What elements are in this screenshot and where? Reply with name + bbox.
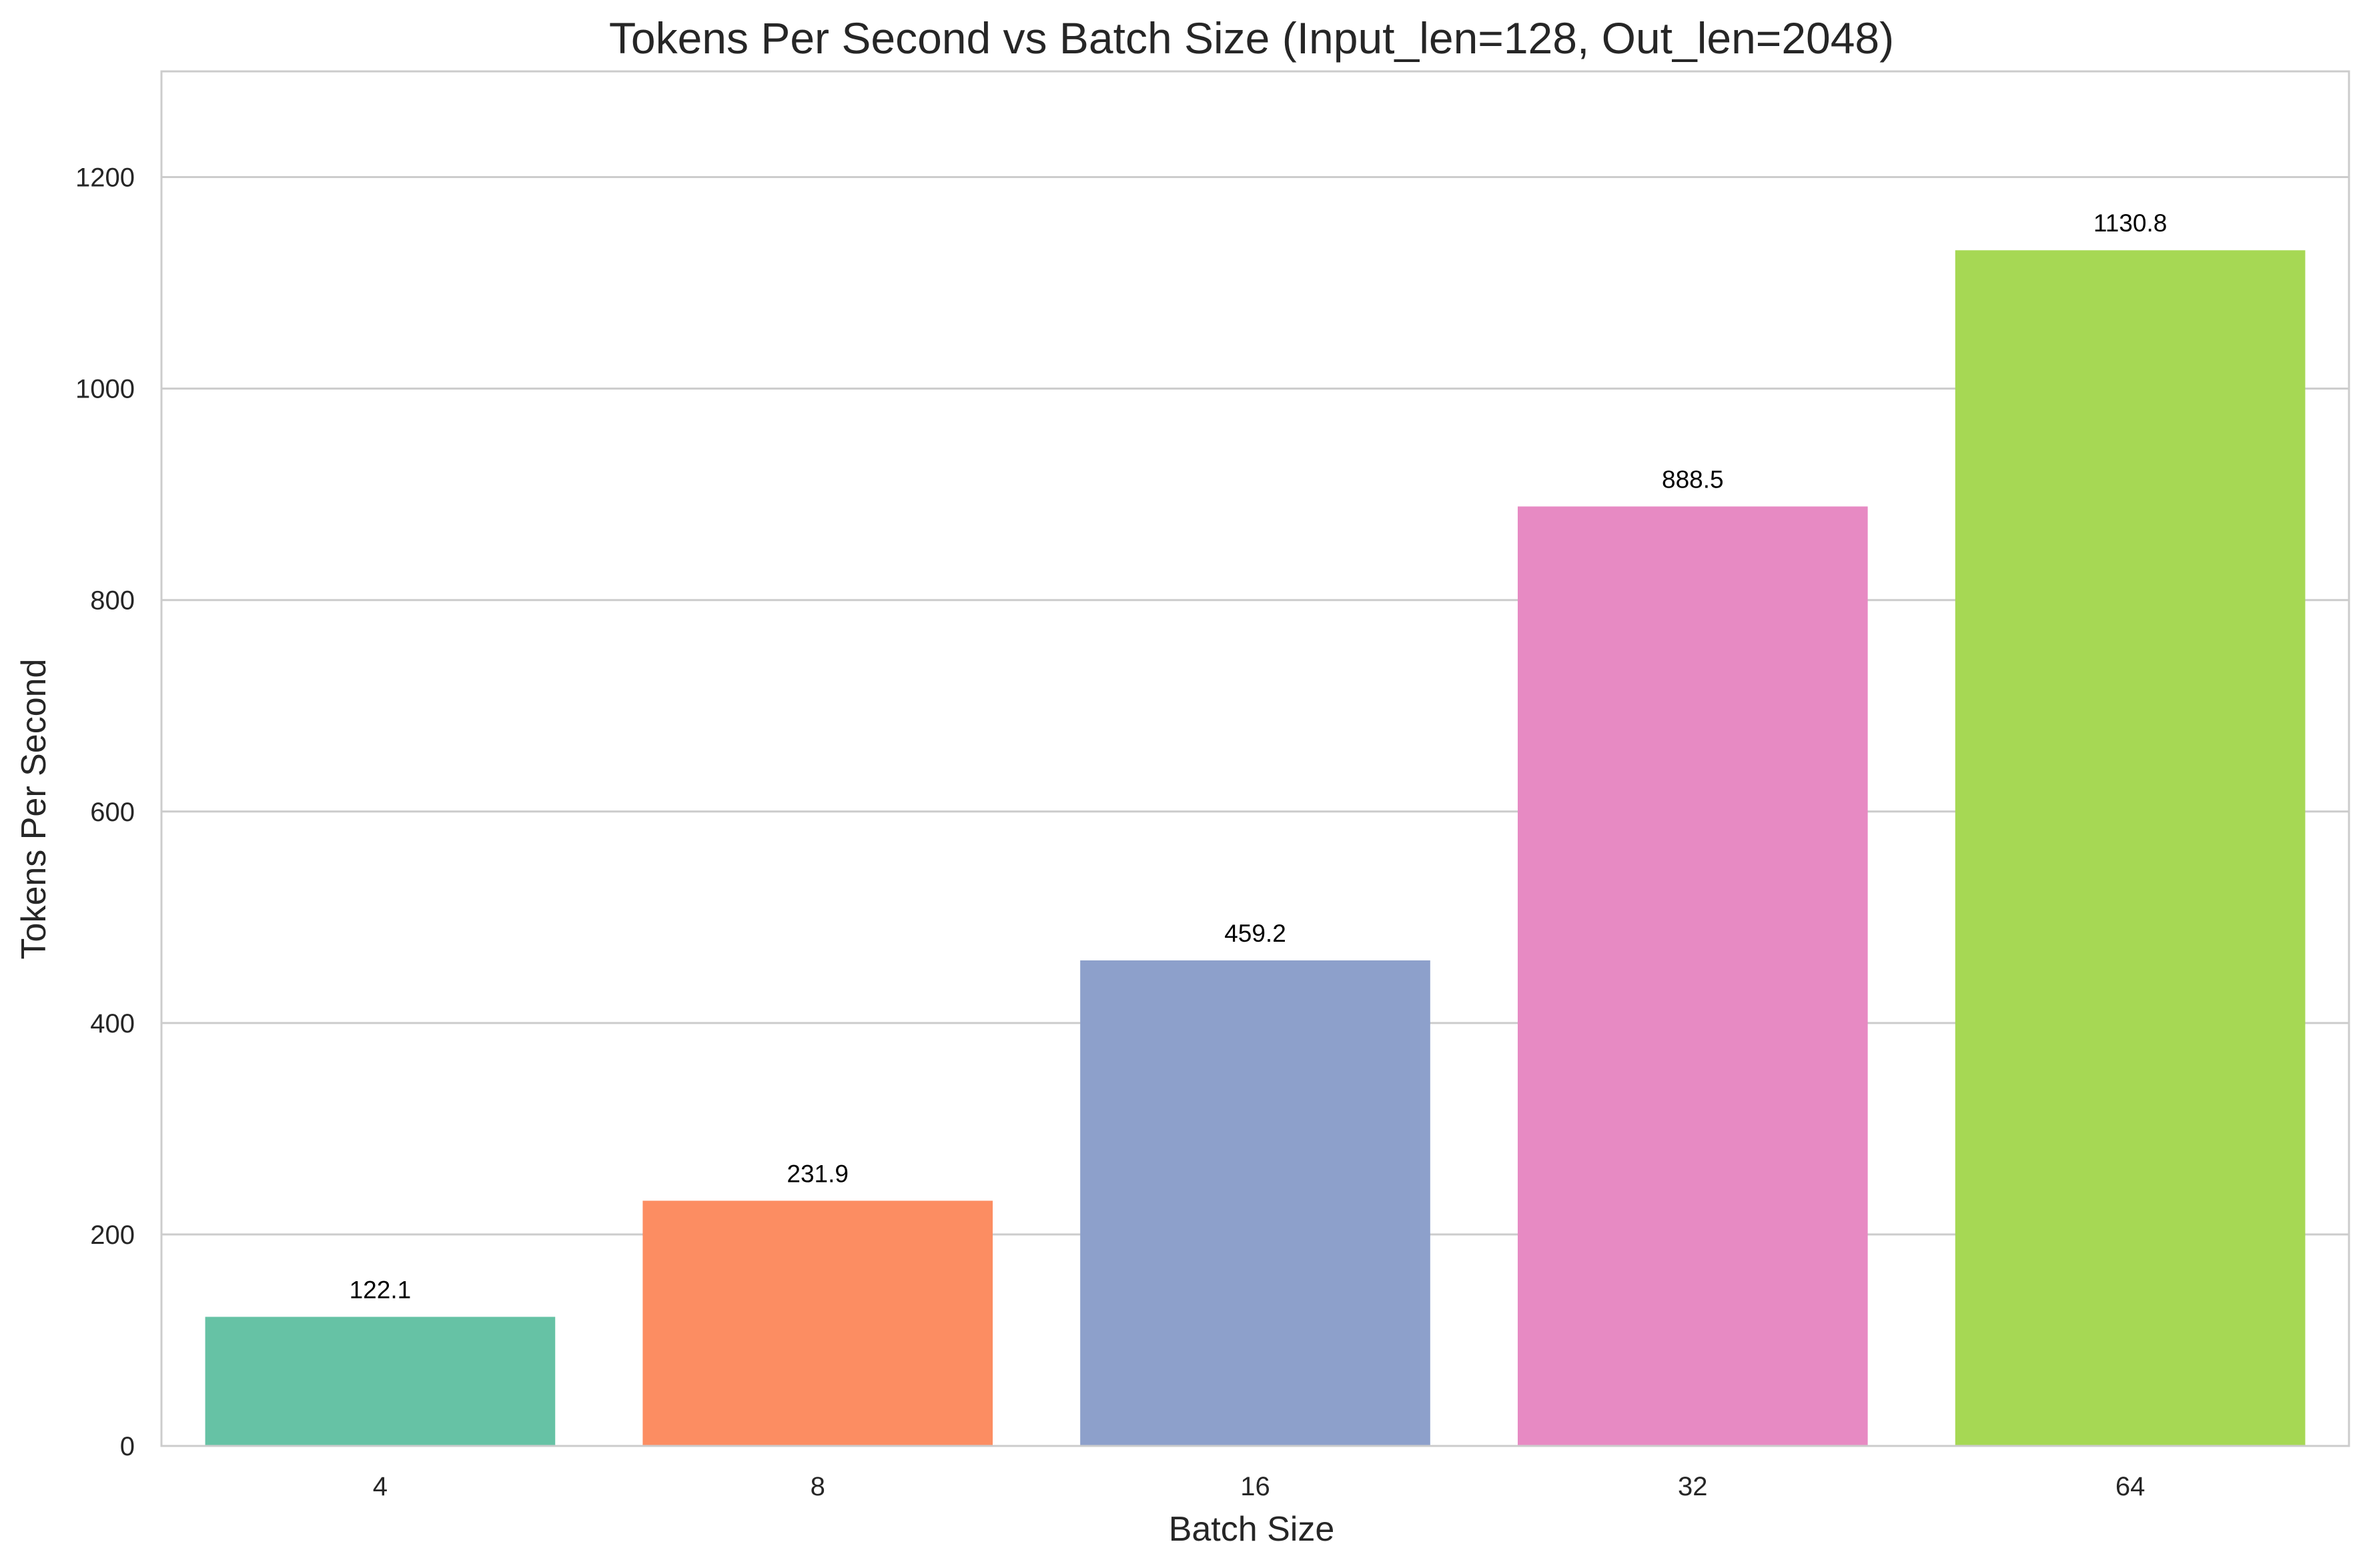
chart-title: Tokens Per Second vs Batch Size (Input_l… (609, 13, 1894, 63)
y-tick-label-800: 800 (90, 586, 135, 616)
x-tick-label-8: 8 (811, 1472, 825, 1501)
x-tick-label-32: 32 (1678, 1472, 1708, 1501)
bar-4 (205, 1317, 556, 1446)
data-label-4: 122.1 (350, 1276, 412, 1303)
y-tick-label-200: 200 (90, 1221, 135, 1250)
y-tick-label-1200: 1200 (75, 163, 135, 193)
y-axis-label: Tokens Per Second (15, 659, 53, 960)
bar-16 (1080, 960, 1430, 1446)
x-axis-label: Batch Size (1169, 1510, 1335, 1549)
plot-frame (160, 70, 2350, 1447)
data-label-16: 459.2 (1224, 920, 1286, 947)
x-tick-label-4: 4 (373, 1472, 388, 1501)
data-labels: 122.1 231.9 459.2 888.5 1130.8 (350, 209, 2168, 1303)
x-tick-label-64: 64 (2115, 1472, 2146, 1501)
y-tick-label-1000: 1000 (75, 375, 135, 404)
data-label-64: 1130.8 (2093, 209, 2167, 237)
y-axis-ticks: 0 200 400 600 800 1000 1200 (75, 163, 135, 1461)
bar-8 (642, 1201, 993, 1446)
x-axis-ticks: 4 8 16 32 64 (373, 1472, 2146, 1501)
data-label-8: 231.9 (787, 1160, 849, 1187)
y-tick-label-600: 600 (90, 798, 135, 827)
data-label-32: 888.5 (1662, 466, 1724, 493)
y-tick-label-0: 0 (120, 1432, 135, 1461)
bar-64 (1955, 250, 2306, 1446)
x-tick-label-16: 16 (1240, 1472, 1270, 1501)
bars (205, 250, 2306, 1446)
bar-32 (1517, 506, 1868, 1446)
y-tick-label-400: 400 (90, 1009, 135, 1038)
